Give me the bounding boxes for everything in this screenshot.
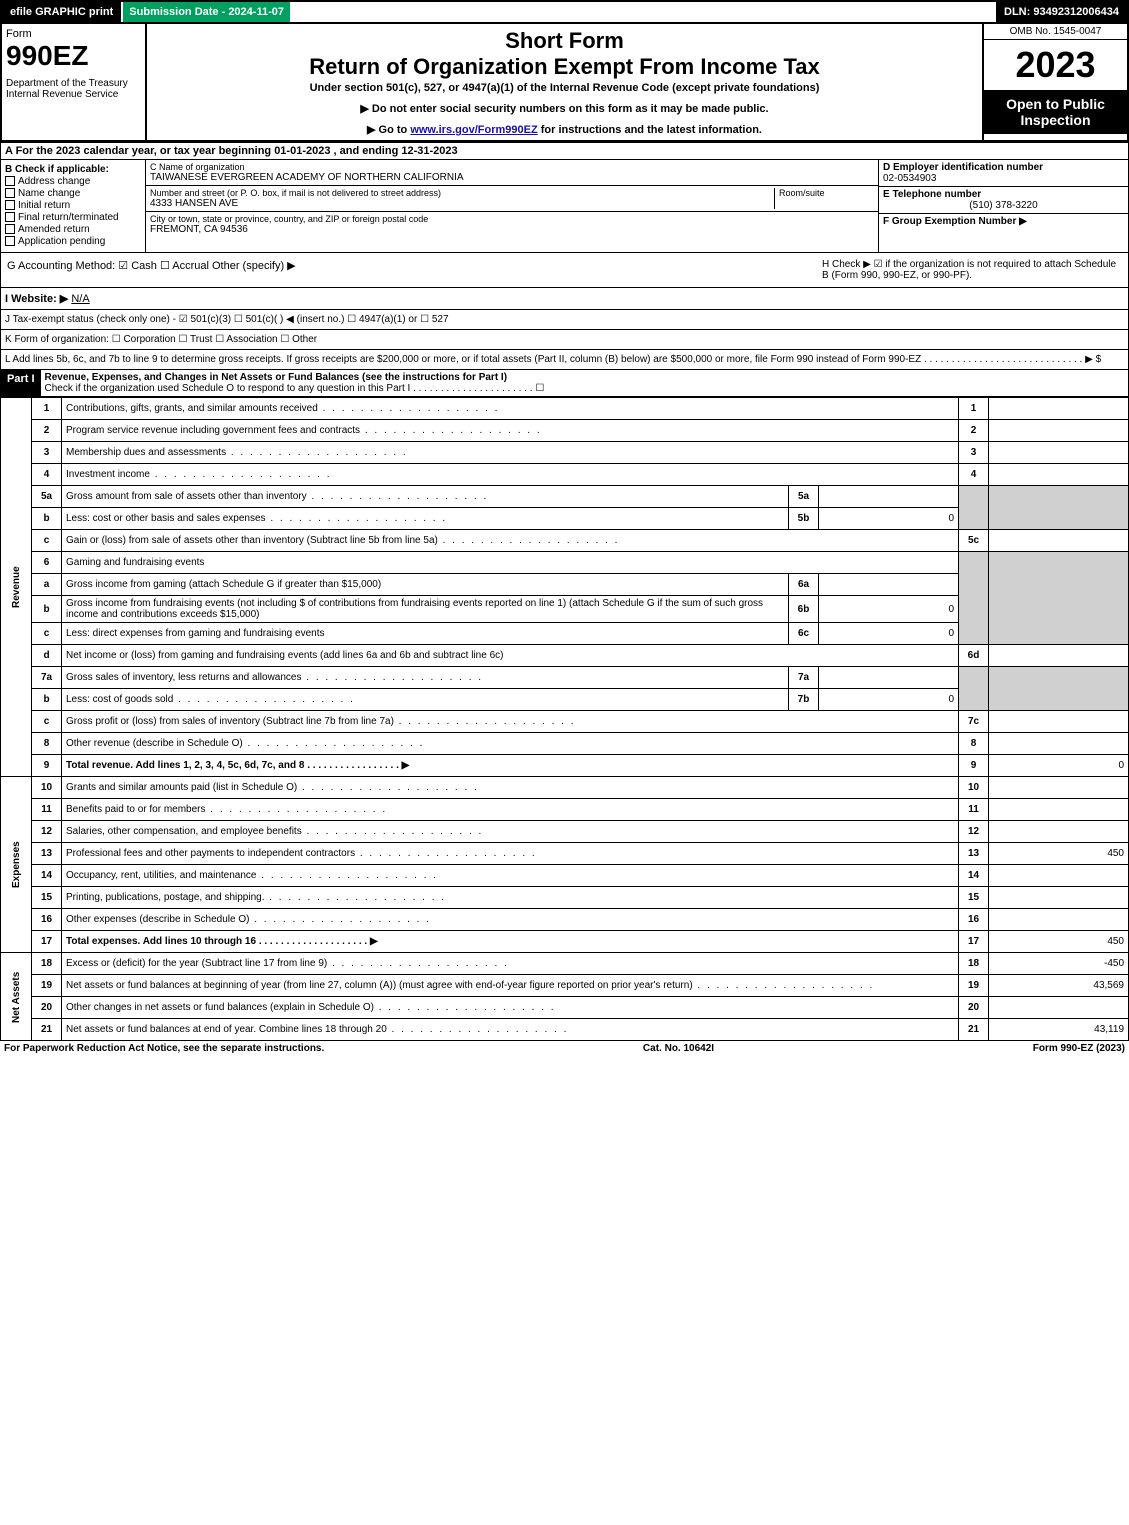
line-8: 8Other revenue (describe in Schedule O)8 <box>1 733 1129 755</box>
net-assets-side-label: Net Assets <box>1 953 32 1041</box>
schedule-b-check: H Check ▶ ☑ if the organization is not r… <box>822 259 1122 281</box>
footer-right: Form 990-EZ (2023) <box>1033 1043 1125 1054</box>
row-g-h: G Accounting Method: ☑ Cash ☐ Accrual Ot… <box>0 253 1129 288</box>
address: 4333 HANSEN AVE <box>150 198 774 209</box>
line-7c: cGross profit or (loss) from sales of in… <box>1 711 1129 733</box>
form-subtitle: Under section 501(c), 527, or 4947(a)(1)… <box>151 82 978 94</box>
instructions-link: ▶ Go to www.irs.gov/Form990EZ for instru… <box>151 123 978 136</box>
line-17: 17Total expenses. Add lines 10 through 1… <box>1 931 1129 953</box>
form-label: Form <box>6 28 141 40</box>
line-5a: 5aGross amount from sale of assets other… <box>1 486 1129 508</box>
efile-label[interactable]: efile GRAPHIC print <box>2 2 121 22</box>
line-2: 2Program service revenue including gover… <box>1 420 1129 442</box>
line-13: 13Professional fees and other payments t… <box>1 843 1129 865</box>
section-a: A For the 2023 calendar year, or tax yea… <box>0 142 1129 160</box>
part-1-header: Part I Revenue, Expenses, and Changes in… <box>0 370 1129 397</box>
line-5c: cGain or (loss) from sale of assets othe… <box>1 530 1129 552</box>
ssn-note: ▶ Do not enter social security numbers o… <box>151 102 978 115</box>
address-label: Number and street (or P. O. box, if mail… <box>150 188 774 198</box>
line-6: 6Gaming and fundraising events <box>1 552 1129 574</box>
city-label: City or town, state or province, country… <box>150 214 874 224</box>
line-1: Revenue 1 Contributions, gifts, grants, … <box>1 398 1129 420</box>
row-i-website: I Website: ▶ N/A <box>0 288 1129 310</box>
website-value: N/A <box>71 293 89 305</box>
org-name: TAIWANESE EVERGREEN ACADEMY OF NORTHERN … <box>150 172 874 183</box>
line-10: Expenses 10Grants and similar amounts pa… <box>1 777 1129 799</box>
ein-label: D Employer identification number <box>883 162 1124 173</box>
line-20: 20Other changes in net assets or fund ba… <box>1 997 1129 1019</box>
open-public: Open to Public Inspection <box>984 90 1127 134</box>
line-7a: 7aGross sales of inventory, less returns… <box>1 667 1129 689</box>
col-d-e-f: D Employer identification number 02-0534… <box>878 160 1128 252</box>
irs-link[interactable]: www.irs.gov/Form990EZ <box>410 124 537 136</box>
form-number: 990EZ <box>6 40 141 72</box>
line-6d: dNet income or (loss) from gaming and fu… <box>1 645 1129 667</box>
line-21: 21Net assets or fund balances at end of … <box>1 1019 1129 1041</box>
short-form-label: Short Form <box>151 28 978 54</box>
form-title: Return of Organization Exempt From Incom… <box>151 54 978 80</box>
row-b-c-d-e-f: B Check if applicable: Address change Na… <box>0 160 1129 253</box>
footer: For Paperwork Reduction Act Notice, see … <box>0 1041 1129 1056</box>
phone-label: E Telephone number <box>883 189 1124 200</box>
check-amended-return[interactable]: Amended return <box>5 224 141 235</box>
department: Department of the Treasury Internal Reve… <box>6 78 141 100</box>
dln: DLN: 93492312006434 <box>996 2 1127 22</box>
check-name-change[interactable]: Name change <box>5 188 141 199</box>
phone: (510) 378-3220 <box>883 200 1124 211</box>
line-12: 12Salaries, other compensation, and empl… <box>1 821 1129 843</box>
line-15: 15Printing, publications, postage, and s… <box>1 887 1129 909</box>
check-address-change[interactable]: Address change <box>5 176 141 187</box>
org-name-label: C Name of organization <box>150 162 874 172</box>
submission-date: Submission Date - 2024-11-07 <box>123 2 290 22</box>
ein: 02-0534903 <box>883 173 1124 184</box>
check-application-pending[interactable]: Application pending <box>5 236 141 247</box>
check-final-return[interactable]: Final return/terminated <box>5 212 141 223</box>
row-k: K Form of organization: ☐ Corporation ☐ … <box>0 330 1129 350</box>
expenses-side-label: Expenses <box>1 777 32 953</box>
line-14: 14Occupancy, rent, utilities, and mainte… <box>1 865 1129 887</box>
footer-left: For Paperwork Reduction Act Notice, see … <box>4 1043 324 1054</box>
row-j: J Tax-exempt status (check only one) - ☑… <box>0 310 1129 330</box>
main-table: Revenue 1 Contributions, gifts, grants, … <box>0 397 1129 1041</box>
omb-number: OMB No. 1545-0047 <box>984 24 1127 40</box>
city: FREMONT, CA 94536 <box>150 224 874 235</box>
col-c-org-info: C Name of organization TAIWANESE EVERGRE… <box>146 160 878 252</box>
line-19: 19Net assets or fund balances at beginni… <box>1 975 1129 997</box>
row-l: L Add lines 5b, 6c, and 7b to line 9 to … <box>0 350 1129 370</box>
footer-cat: Cat. No. 10642I <box>643 1043 714 1054</box>
group-exemption-label: F Group Exemption Number ▶ <box>883 216 1124 227</box>
tax-year: 2023 <box>984 40 1127 90</box>
top-bar: efile GRAPHIC print Submission Date - 20… <box>0 0 1129 24</box>
line-11: 11Benefits paid to or for members11 <box>1 799 1129 821</box>
line-4: 4Investment income4 <box>1 464 1129 486</box>
check-initial-return[interactable]: Initial return <box>5 200 141 211</box>
line-9: 9Total revenue. Add lines 1, 2, 3, 4, 5c… <box>1 755 1129 777</box>
room-suite-label: Room/suite <box>779 188 874 198</box>
form-header: Form 990EZ Department of the Treasury In… <box>0 24 1129 142</box>
accounting-method: G Accounting Method: ☑ Cash ☐ Accrual Ot… <box>7 259 822 281</box>
part-1-check: Check if the organization used Schedule … <box>45 383 545 394</box>
line-18: Net Assets 18Excess or (deficit) for the… <box>1 953 1129 975</box>
part-1-title: Revenue, Expenses, and Changes in Net As… <box>45 372 508 383</box>
line-3: 3Membership dues and assessments3 <box>1 442 1129 464</box>
part-1-label: Part I <box>1 370 41 396</box>
revenue-side-label: Revenue <box>1 398 32 777</box>
line-16: 16Other expenses (describe in Schedule O… <box>1 909 1129 931</box>
col-b-checkboxes: B Check if applicable: Address change Na… <box>1 160 146 252</box>
